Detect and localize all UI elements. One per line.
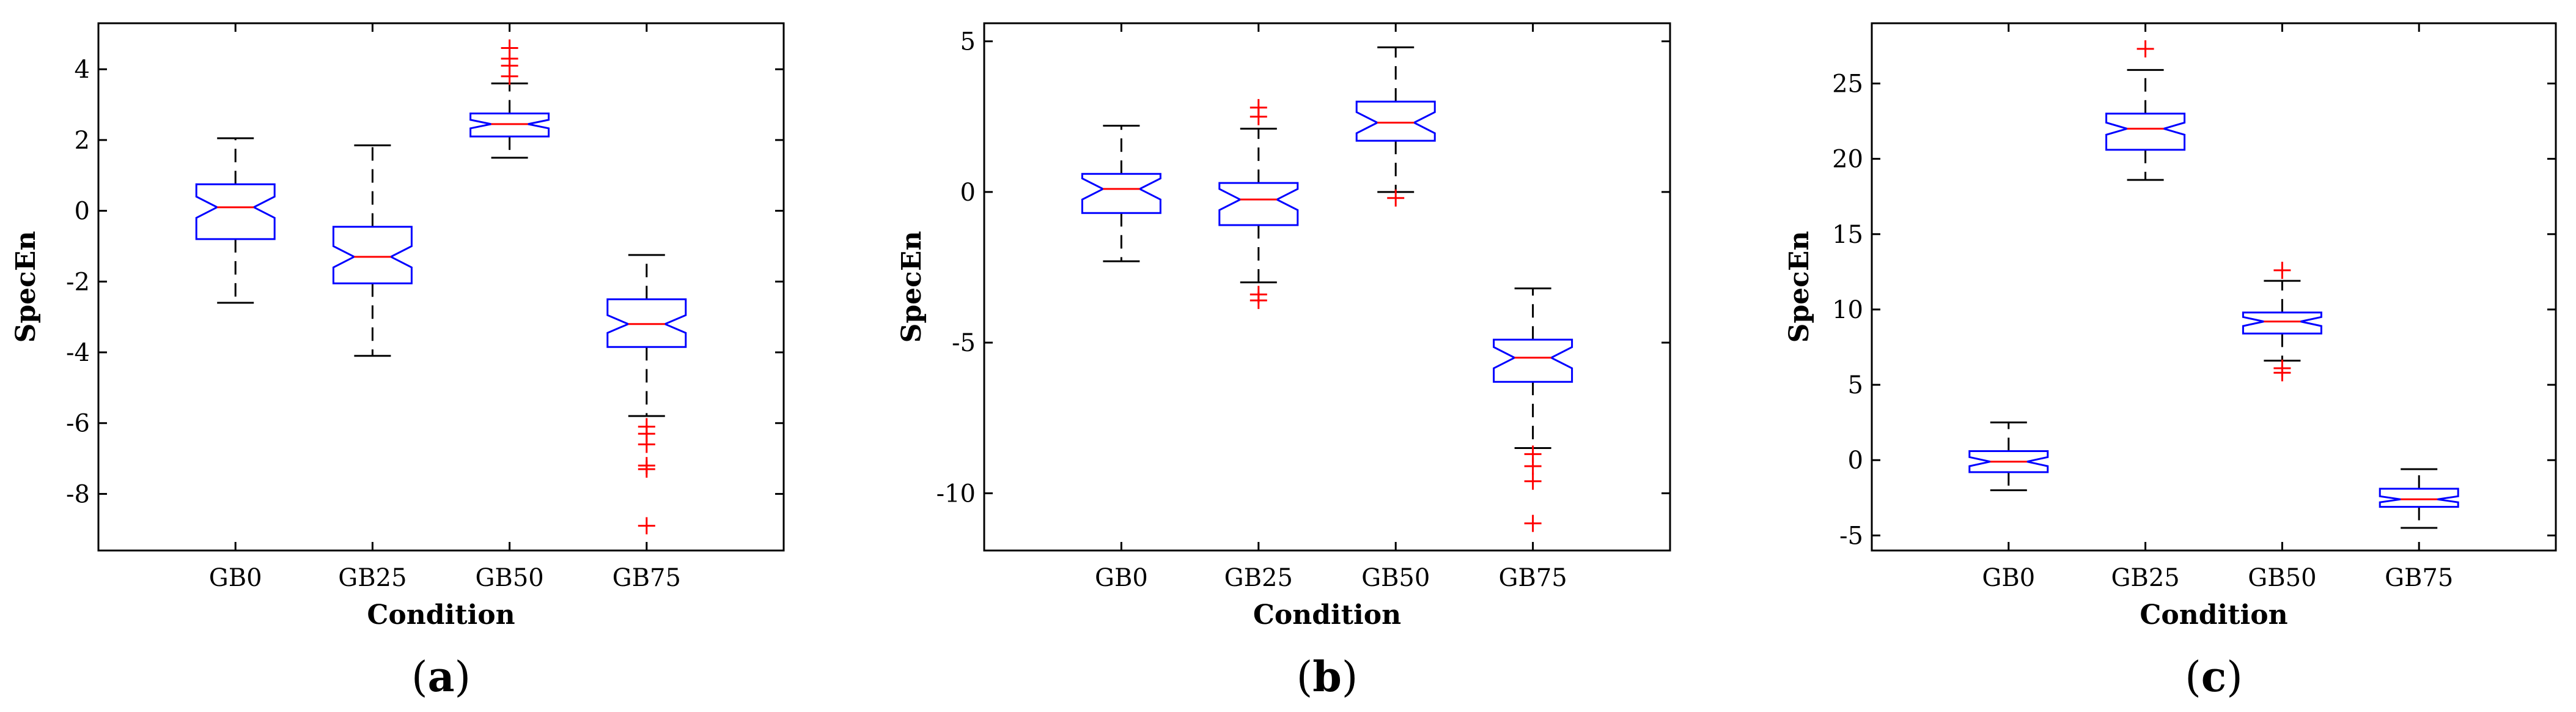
panel-label-open: ( xyxy=(411,653,428,702)
panel-label-letter: c xyxy=(2201,653,2226,702)
x-tick-label: GB0 xyxy=(1095,564,1148,592)
y-tick-label: 0 xyxy=(960,179,976,207)
chart-panel-b: -10 -5 0 5 GB0 GB25 GB50 GB75 Condition SpecEn (b) xyxy=(896,22,1671,702)
outlier-marker xyxy=(1249,292,1267,310)
outlier-marker xyxy=(1524,514,1542,532)
x-tick-label: GB25 xyxy=(2111,564,2179,592)
box-gb75 xyxy=(1493,287,1573,532)
panel-label-close: ) xyxy=(2226,653,2243,702)
y-tick-label: -6 xyxy=(66,410,90,438)
y-tick-label: 2 xyxy=(75,127,90,155)
panel-label-letter: a xyxy=(427,653,454,702)
panel-label-open: ( xyxy=(2185,653,2201,702)
notched-box xyxy=(1493,338,1573,383)
outlier-marker xyxy=(2273,364,2291,382)
notched-box xyxy=(1355,100,1436,142)
box-gb50 xyxy=(469,39,550,159)
notched-box xyxy=(2379,488,2459,508)
panel-label-close: ) xyxy=(455,653,471,702)
notched-box xyxy=(332,226,413,284)
notched-box xyxy=(1081,172,1161,214)
y-tick-label: -4 xyxy=(66,339,90,367)
outlier-marker xyxy=(2273,261,2291,279)
notched-box xyxy=(1968,450,2049,473)
outlier-marker xyxy=(638,436,655,453)
outlier-marker xyxy=(1524,472,1542,490)
y-axis-label: SpecEn xyxy=(896,231,927,343)
box-gb0 xyxy=(1968,421,2049,491)
outlier-marker xyxy=(1249,98,1267,116)
chart-panel-a: -8 -6 -4 -2 0 2 4 GB0 GB25 GB50 GB75 Condition SpecE… xyxy=(10,22,785,702)
x-axis-label: Condition xyxy=(367,599,515,631)
y-tick-label: 5 xyxy=(1848,371,1863,399)
y-tick-label: -8 xyxy=(66,480,90,508)
box-gb75 xyxy=(2379,468,2459,529)
panel-label: (b) xyxy=(1297,653,1358,702)
x-tick-label: GB50 xyxy=(475,564,543,592)
plot-frame xyxy=(97,22,785,552)
x-tick-label: GB75 xyxy=(1498,564,1567,592)
y-tick-label: 20 xyxy=(1832,146,1863,174)
y-tick-label: -10 xyxy=(937,480,976,508)
notched-box xyxy=(2242,311,2322,335)
box-gb50 xyxy=(2242,261,2322,382)
notched-box xyxy=(469,113,550,138)
x-tick-label: GB25 xyxy=(338,564,407,592)
plot-frame xyxy=(1871,22,2557,552)
panel-label: (c) xyxy=(2185,653,2242,702)
plot-frame xyxy=(983,22,1671,552)
outlier-marker xyxy=(1524,458,1542,475)
box-gb0 xyxy=(1081,124,1161,262)
panel-label-open: ( xyxy=(1297,653,1313,702)
outlier-marker xyxy=(501,39,518,57)
notched-box xyxy=(2105,113,2186,151)
y-tick-label: 4 xyxy=(75,56,90,84)
notched-box xyxy=(1218,182,1299,226)
y-axis-label: SpecEn xyxy=(10,231,42,343)
x-tick-label: GB75 xyxy=(2385,564,2453,592)
outlier-marker xyxy=(2136,40,2154,57)
panel-label: (a) xyxy=(411,653,471,702)
box-gb0 xyxy=(195,137,276,304)
x-axis-label: Condition xyxy=(2140,599,2287,631)
y-tick-label: 5 xyxy=(960,28,976,56)
notched-box xyxy=(606,298,687,348)
y-tick-label: 0 xyxy=(75,198,90,226)
y-tick-label: -5 xyxy=(952,329,976,357)
x-tick-label: GB50 xyxy=(2248,564,2316,592)
x-tick-label: GB0 xyxy=(209,564,262,592)
y-tick-label: 15 xyxy=(1832,221,1863,249)
box-gb75 xyxy=(606,254,687,535)
box-gb25 xyxy=(332,144,413,357)
box-gb50 xyxy=(1355,46,1436,207)
outlier-marker xyxy=(638,460,655,478)
box-gb25 xyxy=(1218,98,1299,310)
outlier-marker xyxy=(1387,189,1405,207)
panel-label-letter: b xyxy=(1312,653,1342,702)
y-tick-label: -2 xyxy=(66,268,90,296)
panel-label-close: ) xyxy=(1342,653,1358,702)
y-tick-label: -5 xyxy=(1839,522,1863,550)
x-tick-label: GB25 xyxy=(1224,564,1293,592)
outlier-marker xyxy=(638,517,655,535)
notched-box xyxy=(195,183,276,240)
y-tick-label: 0 xyxy=(1848,447,1863,475)
chart-panel-c: -5 0 5 10 15 20 25 GB0 GB25 GB50 GB75 Condition Spec… xyxy=(1784,22,2557,702)
x-tick-label: GB50 xyxy=(1361,564,1430,592)
x-axis-label: Condition xyxy=(1253,599,1401,631)
y-tick-label: 10 xyxy=(1832,296,1863,324)
x-tick-label: GB75 xyxy=(613,564,681,592)
y-tick-label: 25 xyxy=(1832,70,1863,98)
x-tick-label: GB0 xyxy=(1982,564,2035,592)
y-axis-label: SpecEn xyxy=(1784,231,1815,343)
box-gb25 xyxy=(2105,40,2186,181)
